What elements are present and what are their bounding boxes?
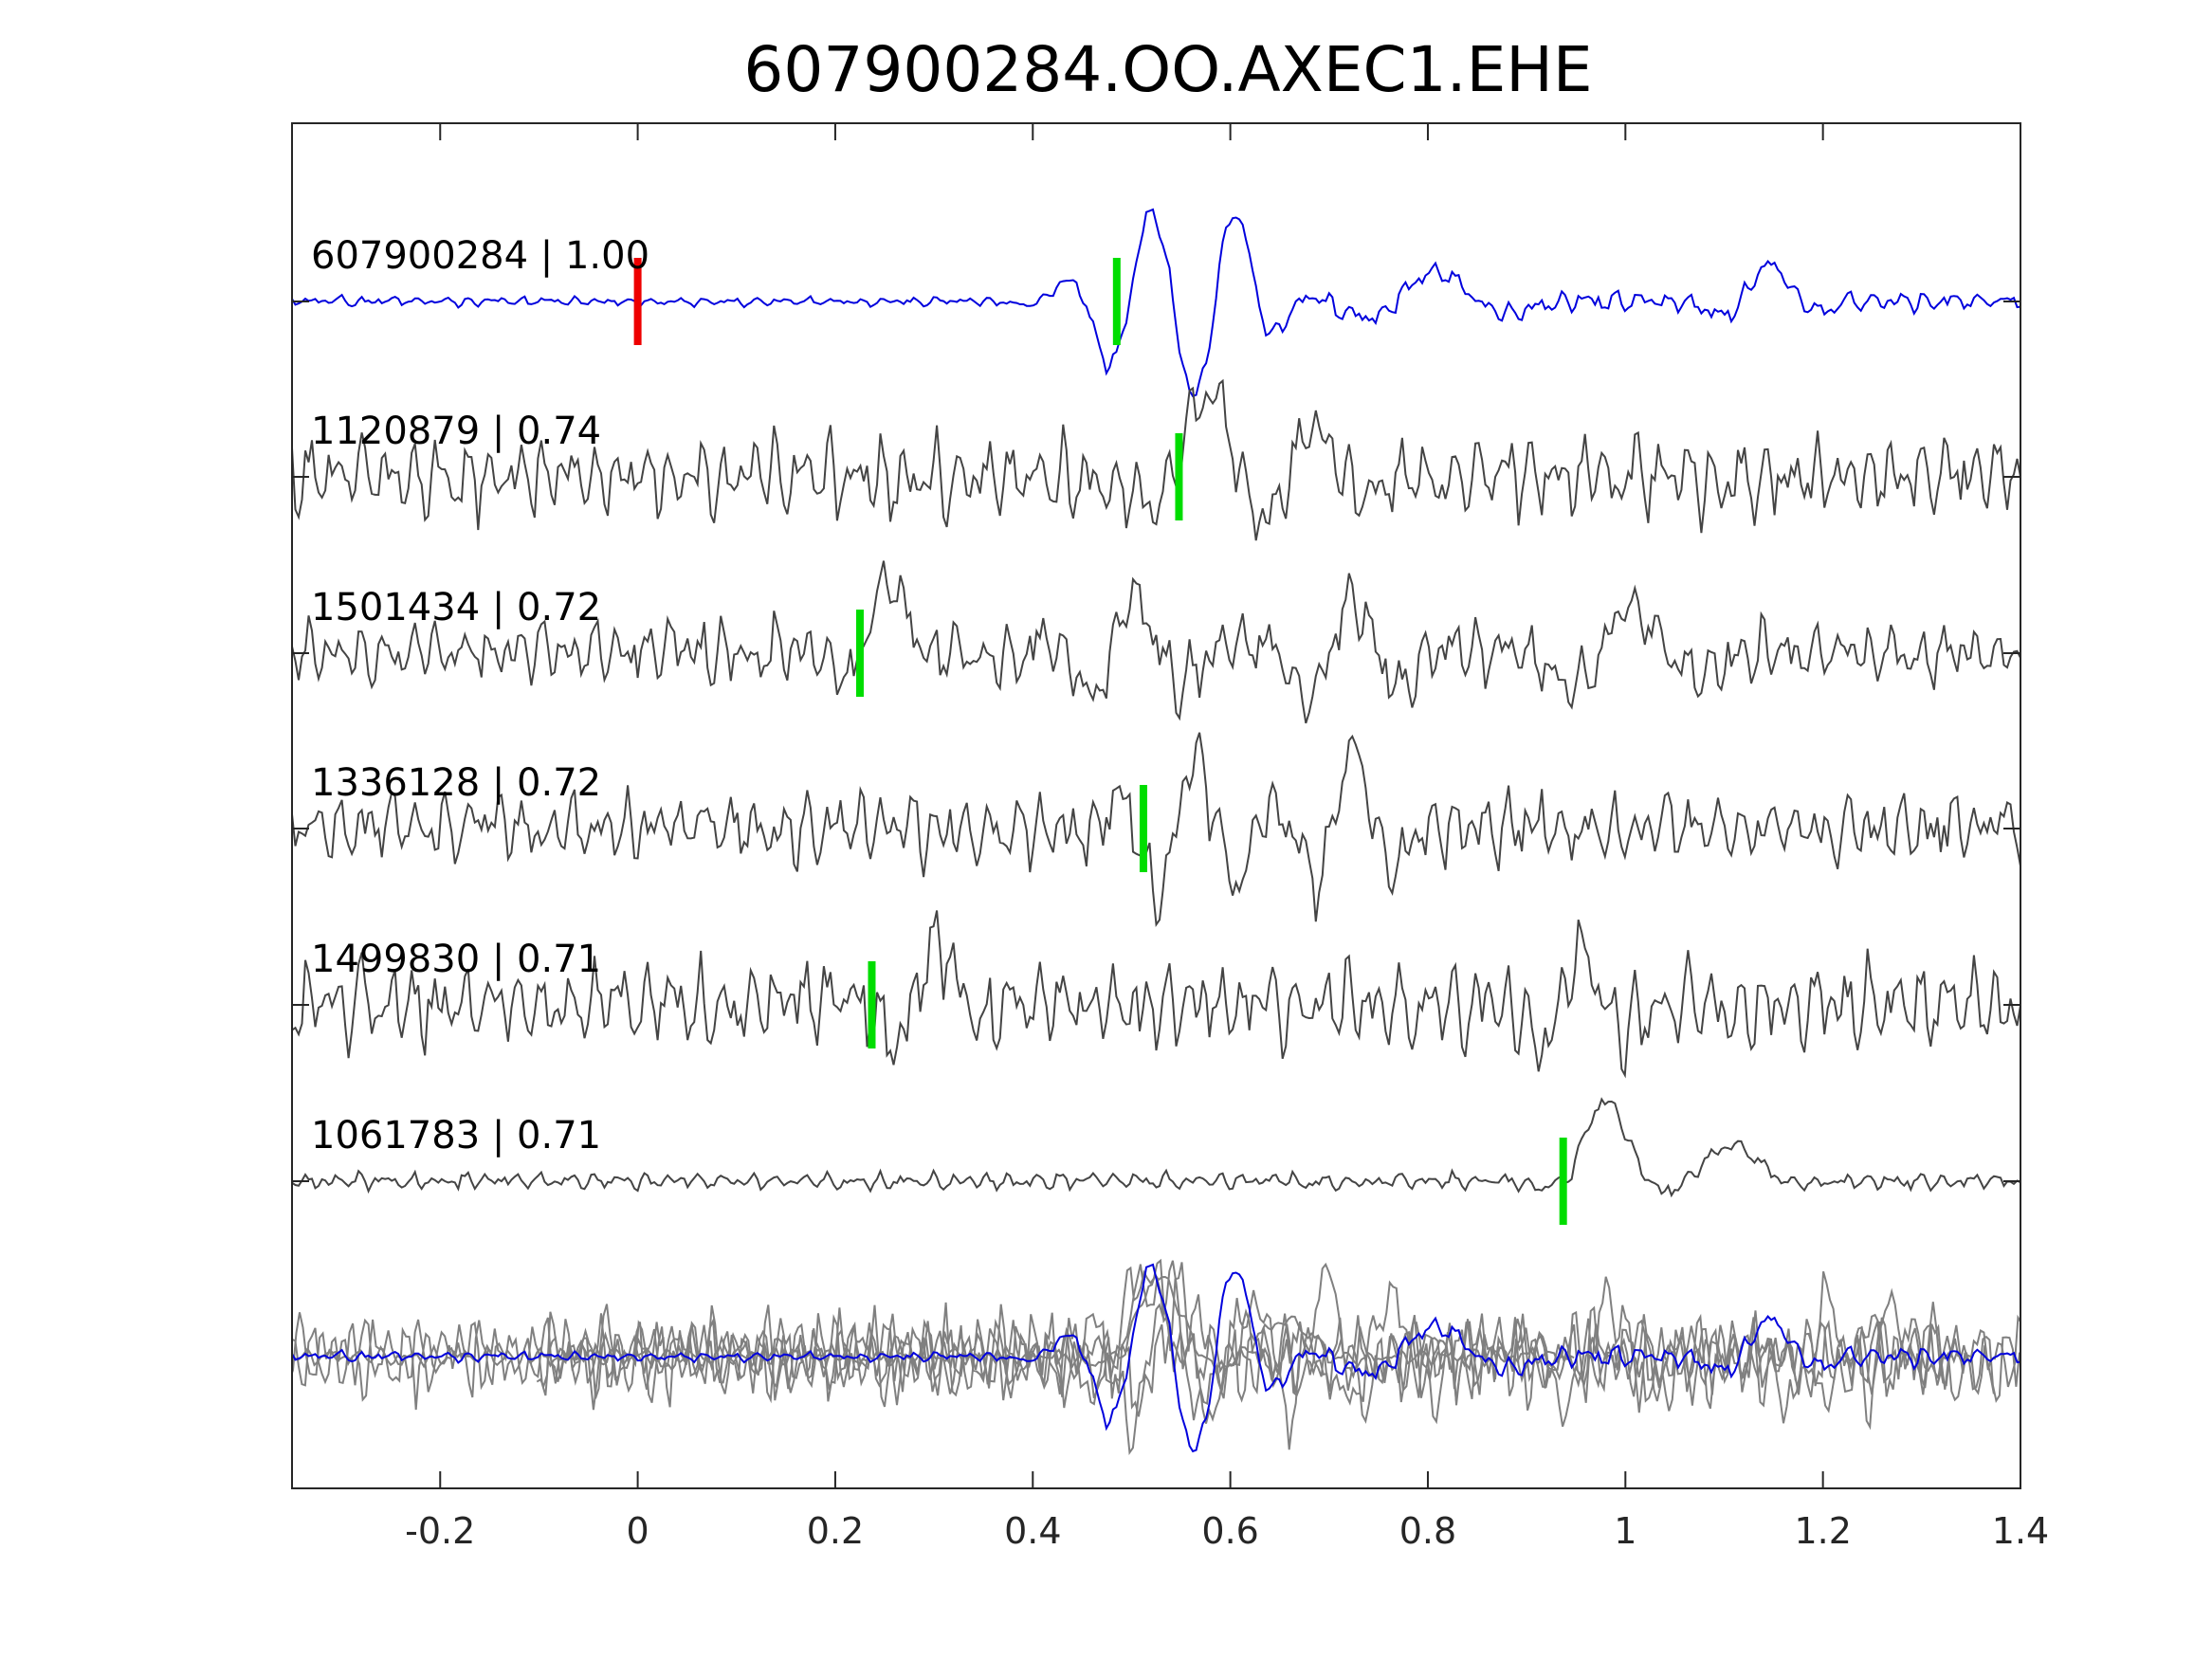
overlay-layer: [292, 1258, 2020, 1455]
trace-2-waveform: [292, 560, 2020, 724]
trace-1-label: 1120879 | 0.74: [311, 410, 601, 453]
traces-layer: [292, 208, 2020, 1198]
chart-title: 607900284.OO.AXEC1.EHE: [743, 33, 1592, 106]
overlay-template-trace: [292, 1263, 2020, 1453]
trace-5-label: 1061783 | 0.71: [311, 1114, 601, 1158]
x-tick-label-1: 0: [627, 1510, 649, 1552]
x-tick-label-7: 1.2: [1794, 1510, 1851, 1552]
labels-layer: 607900284 | 1.00 1120879 | 0.74 1501434 | …: [311, 234, 649, 1158]
trace-4-label: 1499830 | 0.71: [311, 938, 601, 981]
x-axis-ticks: -0.2 0 0.2 0.4 0.6 0.8 1 1.2 1.4: [405, 123, 2049, 1552]
x-tick-label-4: 0.6: [1201, 1510, 1258, 1552]
trace-5-waveform: [292, 1097, 2020, 1198]
x-tick-label-2: 0.2: [807, 1510, 864, 1552]
x-tick-label-5: 0.8: [1399, 1510, 1456, 1552]
x-tick-label-0: -0.2: [405, 1510, 475, 1552]
overlay-trace-5: [292, 1272, 1575, 1374]
trace-0-label: 607900284 | 1.00: [311, 234, 649, 278]
axes-frame: [291, 122, 2021, 1489]
trace-0-waveform: [292, 208, 2020, 398]
trace-3-waveform: [292, 732, 2020, 927]
trace-2-label: 1501434 | 0.72: [311, 586, 601, 629]
x-tick-label-8: 1.4: [1992, 1510, 2049, 1552]
trace-4-waveform: [292, 910, 2020, 1079]
overlay-trace-4: [536, 1262, 2020, 1431]
trace-1-waveform: [292, 378, 2020, 541]
x-tick-label-3: 0.4: [1004, 1510, 1061, 1552]
picks-layer: [633, 258, 1567, 1225]
x-tick-label-6: 1: [1614, 1510, 1636, 1552]
trace-3-label: 1336128 | 0.72: [311, 761, 601, 805]
